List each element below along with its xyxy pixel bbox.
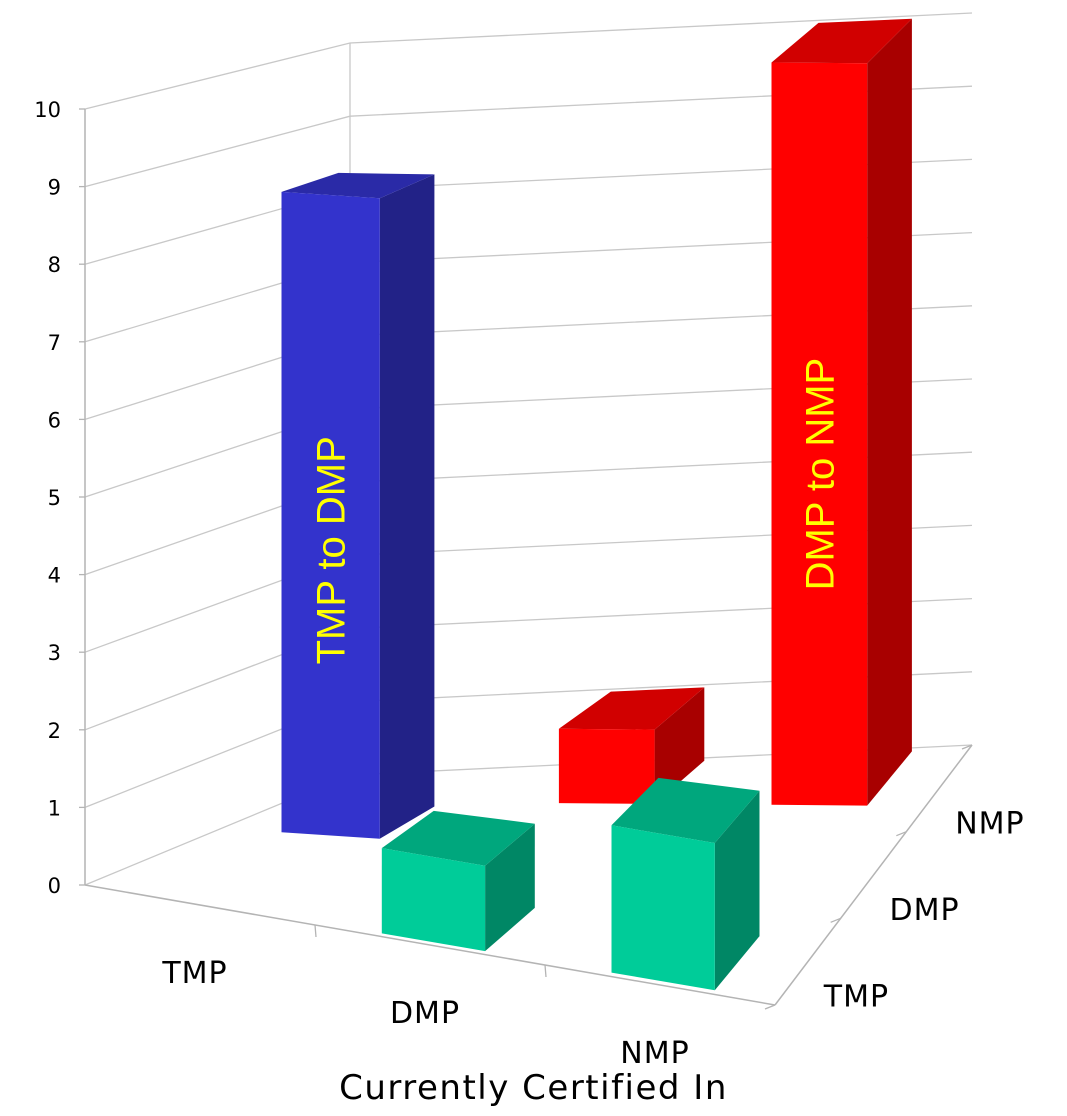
bar-side-face bbox=[654, 687, 705, 804]
bar-side-face bbox=[485, 823, 535, 952]
y-tick-label: 3 bbox=[48, 641, 61, 665]
gridline bbox=[84, 85, 973, 188]
y-tick-label: 0 bbox=[48, 874, 61, 898]
x-category-label: DMP bbox=[390, 996, 460, 1031]
bar-top-face bbox=[381, 810, 535, 866]
gridline bbox=[84, 12, 973, 110]
red-bar bbox=[558, 687, 705, 804]
bar-label: TMP to DMP bbox=[310, 436, 354, 664]
green-bar bbox=[381, 810, 535, 952]
bar-top-face bbox=[771, 18, 912, 64]
depth-axis-line bbox=[774, 744, 973, 1006]
bar-side-face bbox=[867, 18, 912, 806]
depth-tick bbox=[830, 917, 841, 923]
bar-label: DMP to NMP bbox=[798, 358, 842, 591]
bar-front-face bbox=[771, 62, 868, 806]
green-bar bbox=[611, 777, 760, 991]
bar-side-face bbox=[379, 174, 435, 839]
bar-top-face bbox=[281, 172, 435, 199]
red-bar bbox=[771, 18, 912, 806]
y-tick-label: 8 bbox=[48, 253, 61, 277]
bar-front-face bbox=[381, 848, 486, 952]
depth-tick bbox=[896, 831, 907, 837]
y-tick-label: 6 bbox=[48, 408, 61, 432]
labels: 0 1 2 3 4 5 6 7 8 9 10 TMP DMP NMP TMP DMP NMP TMP to DMP… bbox=[34, 98, 1024, 1071]
bar-front-face bbox=[558, 728, 655, 804]
bar-front-face bbox=[281, 191, 380, 839]
y-tick-label: 2 bbox=[48, 719, 61, 743]
depth-category-label: NMP bbox=[955, 806, 1024, 841]
depth-tick bbox=[764, 1004, 776, 1010]
bar-top-face bbox=[611, 777, 760, 843]
x-category-label: TMP bbox=[161, 956, 227, 991]
y-tick-label: 9 bbox=[48, 176, 61, 200]
bar-front-face bbox=[611, 825, 715, 991]
depth-category-label: TMP bbox=[823, 980, 889, 1015]
y-tick-label: 5 bbox=[48, 486, 61, 510]
depth-category-label: DMP bbox=[890, 893, 960, 928]
y-tick-label: 10 bbox=[34, 98, 61, 122]
x-category-label: NMP bbox=[620, 1036, 689, 1071]
y-tick-label: 1 bbox=[48, 796, 61, 820]
x-tick bbox=[314, 924, 317, 938]
depth-tick bbox=[961, 744, 973, 750]
y-tick-label: 7 bbox=[48, 331, 61, 355]
bars bbox=[281, 18, 912, 991]
x-tick bbox=[544, 964, 547, 978]
x-axis-title: Currently Certified In bbox=[339, 1068, 728, 1108]
blue-bar bbox=[281, 172, 435, 839]
y-tick-label: 4 bbox=[48, 564, 61, 588]
x-axis-line bbox=[84, 884, 776, 1006]
bar-top-face bbox=[558, 687, 705, 730]
axes bbox=[79, 108, 973, 1010]
bar-side-face bbox=[714, 790, 760, 991]
